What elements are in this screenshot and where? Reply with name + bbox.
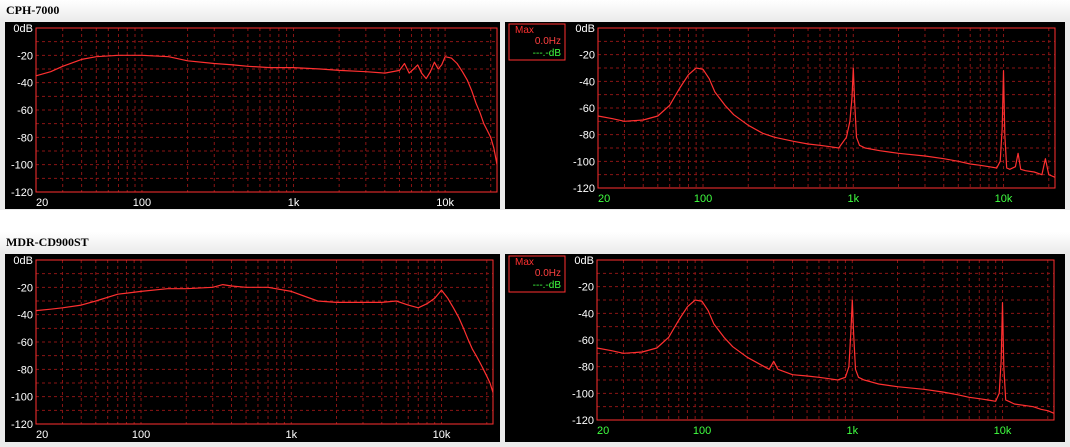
y-tick-label: -20 xyxy=(578,282,594,294)
y-tick-label: -60 xyxy=(579,103,595,115)
legend-box xyxy=(508,255,566,293)
series-line xyxy=(35,54,498,165)
y-tick-label: -60 xyxy=(17,337,33,349)
y-tick-label: -100 xyxy=(572,388,594,400)
y-tick-label: -40 xyxy=(578,308,594,320)
x-tick-label: 10k xyxy=(995,193,1013,205)
section-title: CPH-7000 xyxy=(6,3,60,17)
x-tick-label: 20 xyxy=(36,429,48,441)
legend-title: Max xyxy=(515,25,534,36)
x-tick-label: 100 xyxy=(132,429,150,441)
horizontal-grid xyxy=(598,40,1055,176)
y-tick-label: -100 xyxy=(573,156,595,168)
y-tick-label: -60 xyxy=(17,105,33,117)
plot-frame xyxy=(35,27,498,193)
series-line xyxy=(596,299,1055,414)
section-header-mdr: MDR-CD900ST xyxy=(0,232,1070,252)
y-tick-label: -20 xyxy=(17,50,33,62)
x-tick-label: 20 xyxy=(36,197,48,209)
plot-frame xyxy=(597,27,1056,189)
x-tick-label: 1k xyxy=(846,425,858,437)
y-tick-label: -80 xyxy=(17,132,33,144)
y-tick-label: 0dB xyxy=(574,255,594,267)
series-line xyxy=(35,284,494,393)
legend-frequency: 0.0Hz xyxy=(535,36,561,47)
x-tick-label: 20 xyxy=(598,193,610,205)
y-tick-label: -40 xyxy=(579,76,595,88)
y-tick-label: -60 xyxy=(578,335,594,347)
legend-level: ---.-dB xyxy=(533,280,562,291)
section-header-cph: CPH-7000 xyxy=(0,0,1070,20)
x-tick-label: 10k xyxy=(433,429,451,441)
horizontal-grid xyxy=(36,41,497,179)
y-tick-label: -120 xyxy=(573,183,595,195)
legend-level: ---.-dB xyxy=(533,48,562,59)
x-tick-label: 1k xyxy=(847,193,859,205)
plot-frame xyxy=(35,259,494,425)
y-tick-label: 0dB xyxy=(13,255,33,267)
plot-frame xyxy=(596,259,1055,421)
y-tick-label: 0dB xyxy=(575,23,595,35)
y-tick-label: -40 xyxy=(17,310,33,322)
x-tick-label: 1k xyxy=(288,197,300,209)
y-tick-label: -20 xyxy=(17,282,33,294)
y-tick-label: -120 xyxy=(11,419,33,431)
chart-background xyxy=(5,254,500,442)
y-tick-label: 0dB xyxy=(13,23,33,35)
legend-title: Max xyxy=(515,257,534,268)
y-tick-label: -100 xyxy=(11,392,33,404)
y-tick-label: -40 xyxy=(17,78,33,90)
series-line xyxy=(597,67,1056,178)
y-tick-label: -80 xyxy=(579,130,595,142)
section-title: MDR-CD900ST xyxy=(6,235,89,249)
x-tick-label: 20 xyxy=(597,425,609,437)
chart-background xyxy=(5,22,500,209)
horizontal-grid xyxy=(597,272,1054,408)
y-tick-label: -80 xyxy=(17,364,33,376)
x-tick-label: 1k xyxy=(285,429,297,441)
y-tick-label: -80 xyxy=(578,362,594,374)
x-tick-label: 10k xyxy=(436,197,454,209)
y-tick-label: -20 xyxy=(579,50,595,62)
x-tick-label: 10k xyxy=(994,425,1012,437)
legend-frequency: 0.0Hz xyxy=(535,268,561,279)
x-tick-label: 100 xyxy=(133,197,151,209)
y-tick-label: -120 xyxy=(572,415,594,427)
x-tick-label: 100 xyxy=(693,425,711,437)
y-tick-label: -120 xyxy=(11,187,33,199)
x-tick-label: 100 xyxy=(694,193,712,205)
y-tick-label: -100 xyxy=(11,160,33,172)
legend-box xyxy=(508,23,566,61)
